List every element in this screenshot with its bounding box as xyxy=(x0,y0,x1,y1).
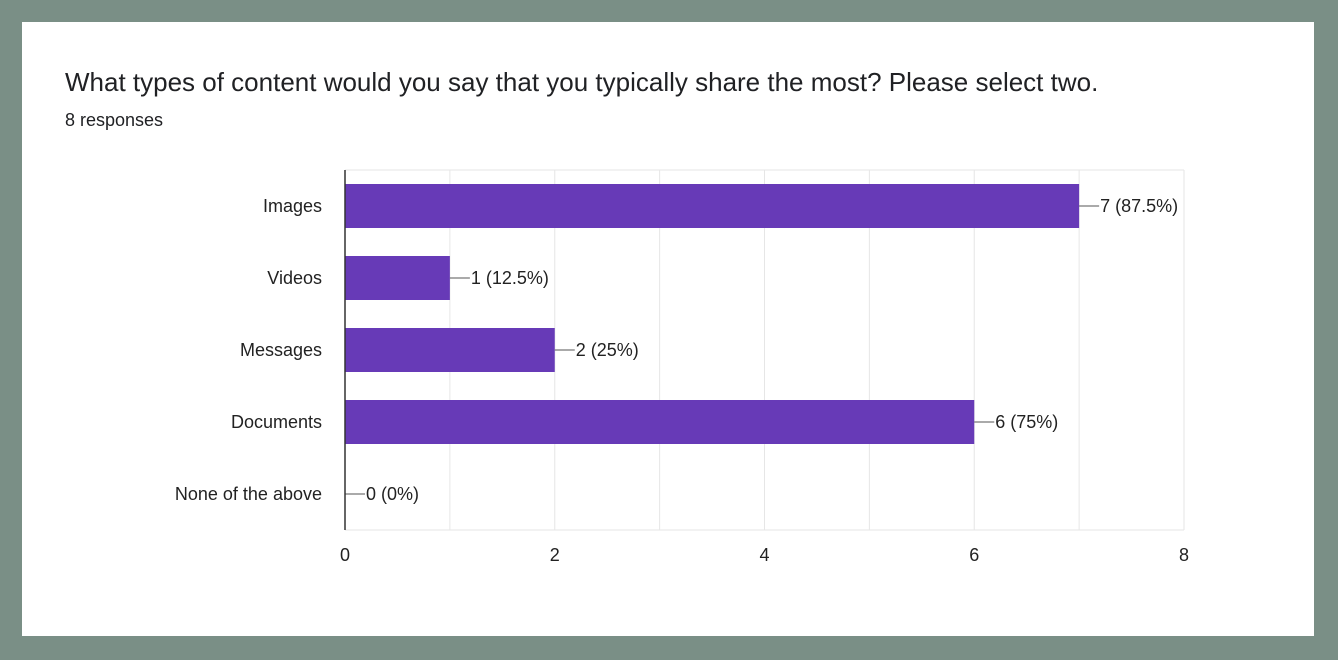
question-card: What types of content would you say that… xyxy=(22,22,1314,636)
category-label: Messages xyxy=(240,340,322,360)
category-label: Images xyxy=(263,196,322,216)
bar xyxy=(345,328,555,372)
data-label: 1 (12.5%) xyxy=(471,268,549,288)
x-tick-label: 8 xyxy=(1179,545,1189,565)
x-tick-label: 4 xyxy=(759,545,769,565)
data-label: 7 (87.5%) xyxy=(1100,196,1178,216)
bar xyxy=(345,184,1080,228)
data-label: 0 (0%) xyxy=(366,484,419,504)
data-label: 2 (25%) xyxy=(576,340,639,360)
question-title: What types of content would you say that… xyxy=(65,67,1099,97)
x-tick-label: 0 xyxy=(340,545,350,565)
bar xyxy=(345,256,450,300)
response-count: 8 responses xyxy=(65,110,164,130)
bar-chart: Images 7 (87.5%) Videos 1 (12.5%) Messages 2 … xyxy=(175,169,1189,565)
data-label: 6 (75%) xyxy=(995,412,1058,432)
category-label: None of the above xyxy=(175,484,322,504)
category-label: Documents xyxy=(231,412,322,432)
bar xyxy=(345,400,975,444)
x-tick-label: 6 xyxy=(969,545,979,565)
category-label: Videos xyxy=(267,268,322,288)
x-tick-label: 2 xyxy=(550,545,560,565)
